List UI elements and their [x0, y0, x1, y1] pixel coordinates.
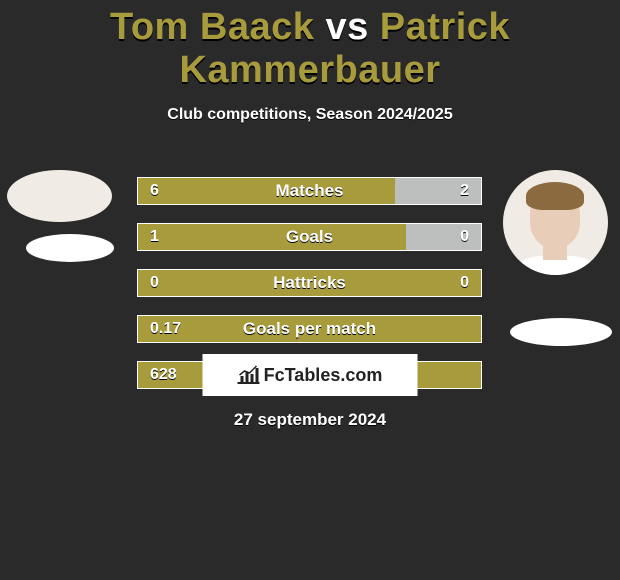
brand-chart-icon	[238, 365, 260, 385]
stat-value-left: 0	[150, 274, 159, 292]
player1-name: Tom Baack	[110, 6, 314, 48]
stat-value-right: 0	[460, 228, 469, 246]
player2-avatar	[503, 170, 608, 275]
stat-value-left: 1	[150, 228, 159, 246]
stat-label: Goals per match	[138, 319, 481, 339]
stat-value-left: 6	[150, 182, 159, 200]
subtitle: Club competitions, Season 2024/2025	[0, 106, 620, 124]
stat-label: Matches	[138, 181, 481, 201]
player1-country-ellipse	[26, 234, 114, 262]
stat-value-right: 0	[460, 274, 469, 292]
stat-row: Goals1 0	[137, 223, 482, 251]
stat-value-left: 628	[150, 366, 177, 384]
brand-text: FcTables.com	[264, 365, 383, 386]
stat-label: Hattricks	[138, 273, 481, 293]
stat-row: Goals per match0.17	[137, 315, 482, 343]
stat-value-left: 0.17	[150, 320, 181, 338]
stat-value-right: 2	[460, 182, 469, 200]
snapshot-date: 27 september 2024	[0, 410, 620, 430]
stat-label: Goals	[138, 227, 481, 247]
vs-label: vs	[325, 6, 368, 48]
stat-row: Hattricks0 0	[137, 269, 482, 297]
brand-badge: FcTables.com	[203, 354, 418, 396]
player1-avatar	[7, 170, 112, 222]
player2-country-ellipse	[510, 318, 612, 346]
comparison-title: Tom Baack vs Patrick Kammerbauer	[0, 0, 620, 92]
stat-row: Matches6 2	[137, 177, 482, 205]
